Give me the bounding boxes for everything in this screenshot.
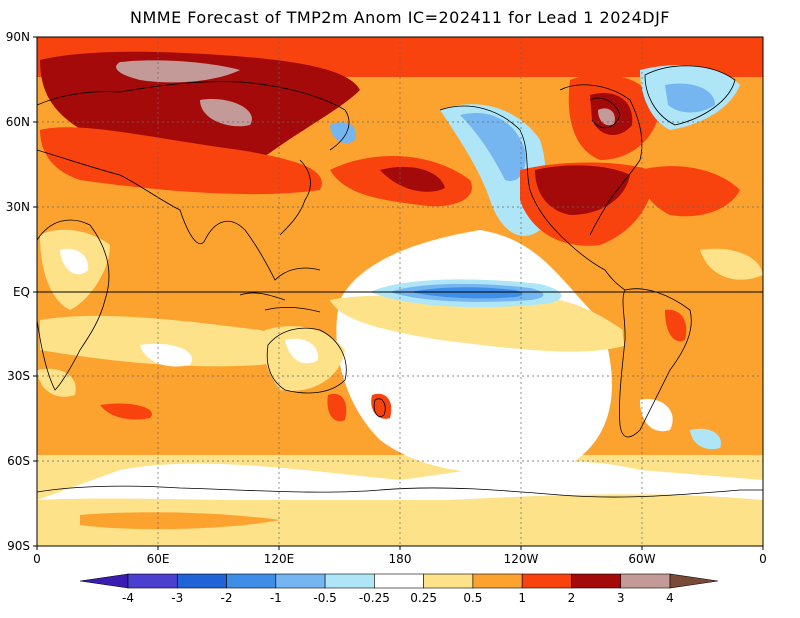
colorbar-tick-label: -2	[221, 591, 233, 605]
colorbar-swatch	[521, 573, 572, 589]
colorbar-tick-label: 4	[666, 591, 674, 605]
axis-ticks	[33, 36, 764, 550]
colorbar-swatch	[127, 573, 178, 589]
field-enso-cool3	[410, 287, 523, 299]
field-hudson-mauve	[598, 108, 615, 126]
field-pacific-yellow	[330, 295, 640, 352]
field-tatlantic-yellow	[700, 248, 763, 280]
colorbar-tick-label: 3	[617, 591, 625, 605]
field-siberia-mauve2	[200, 99, 252, 127]
field-eurasia-red	[40, 127, 322, 195]
map-title: NMME Forecast of TMP2m Anom IC=202411 fo…	[130, 8, 670, 27]
colorbar-swatch	[176, 573, 227, 589]
lon-labels: 0 60E 120E 180 120W 60W 0	[33, 552, 767, 566]
lon-tick-label: 120W	[504, 552, 539, 566]
lat-labels: 90N 60N 30N EQ 30S 60S 90S	[6, 30, 30, 553]
field-natlantic-red	[640, 166, 740, 217]
coast-samerica	[619, 288, 692, 438]
lon-tick-label: 60E	[147, 552, 170, 566]
coast-eurasia	[37, 149, 321, 281]
field-antarctic-orange	[80, 512, 280, 530]
field-northpac-cool2	[460, 113, 526, 181]
field-antarctic-yellow	[37, 494, 763, 546]
colorbar-tick-label: -1	[270, 591, 282, 605]
coast-arctic	[37, 81, 350, 151]
colorbar: -4 -3 -2 -1 -0.5 -0.25 0.25 0.5 1 2 3 4	[79, 573, 719, 605]
coast-indonesia	[239, 292, 321, 313]
colorbar-swatch	[275, 573, 326, 589]
lon-tick-label: 120E	[264, 552, 295, 566]
field-greenland-cool2	[665, 83, 715, 113]
lon-tick-label: 0	[759, 552, 767, 566]
colorbar-swatch	[571, 573, 622, 589]
lat-tick-label: 30S	[7, 369, 30, 383]
field-usa-darkred	[535, 165, 630, 215]
coast-nz	[373, 398, 386, 417]
lon-tick-label: 0	[33, 552, 41, 566]
field-indian-red	[100, 403, 152, 420]
field-northpac-cool1	[440, 104, 546, 236]
colorbar-tick-label: -4	[122, 591, 134, 605]
colorbar-tick-label: -3	[171, 591, 183, 605]
colorbar-tick-label: 2	[568, 591, 576, 605]
colorbar-tick-label: -0.25	[359, 591, 390, 605]
field-tasman-red	[327, 393, 347, 422]
field-brazil-red	[665, 309, 687, 342]
colorbar-swatch	[226, 573, 277, 589]
field-siberia-mauve	[116, 60, 240, 83]
lon-tick-label: 180	[389, 552, 412, 566]
graticule	[37, 37, 763, 546]
lat-tick-label: 90S	[7, 539, 30, 553]
field-kamchatka-cool	[330, 122, 356, 144]
colorbar-tick-label: -0.5	[313, 591, 336, 605]
coast-australia	[266, 327, 347, 394]
lon-tick-label: 60W	[628, 552, 655, 566]
coast-africa	[37, 219, 110, 391]
coast-namerica-east	[559, 84, 643, 236]
field-patagonia-white	[640, 399, 673, 432]
coast-eastasia	[279, 159, 311, 236]
colorbar-arrow-high	[669, 573, 719, 589]
field-nz-red	[371, 393, 392, 419]
lat-tick-label: 90N	[6, 30, 30, 44]
field-antarctic-white	[37, 461, 763, 500]
lat-tick-label: 30N	[6, 200, 30, 214]
field-satlantic-cool	[690, 428, 721, 450]
colorbar-swatch	[423, 573, 474, 589]
coast-antarctica	[37, 485, 763, 498]
field-indian-white	[140, 343, 192, 367]
colorbar-swatch	[374, 573, 424, 589]
colorbar-swatch	[472, 573, 523, 589]
lat-tick-label: EQ	[13, 285, 30, 299]
coast-greenland	[644, 65, 736, 126]
coast-hudson	[589, 97, 621, 129]
colorbar-tick-label: 0.5	[463, 591, 482, 605]
field-northpac-darkred	[380, 166, 445, 192]
colorbar-arrow-low	[79, 573, 129, 589]
field-indian-yellow	[40, 315, 290, 367]
field-africa-white	[60, 248, 89, 275]
lat-tick-label: 60S	[7, 454, 30, 468]
colorbar-tick-label: 0.25	[410, 591, 437, 605]
colorbar-swatch	[620, 573, 671, 589]
lat-tick-label: 60N	[6, 115, 30, 129]
colorbar-swatch	[324, 573, 375, 589]
field-australia-white	[285, 338, 319, 364]
colorbar-tick-label: 1	[518, 591, 526, 605]
